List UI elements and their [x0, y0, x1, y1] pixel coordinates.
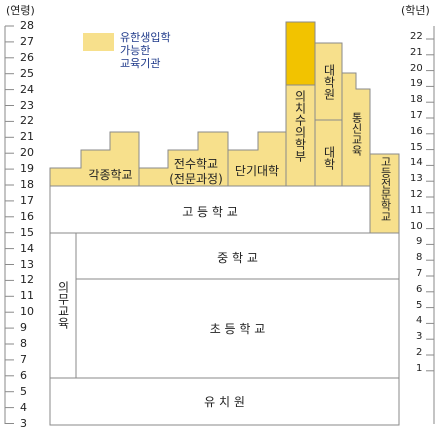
grade-label: 3 — [416, 331, 423, 343]
age-label: 9 — [20, 321, 27, 335]
compulsory-label: 의무교육 — [56, 281, 70, 329]
age-label: 26 — [20, 50, 34, 64]
age-label: 6 — [20, 368, 27, 382]
junior-college-label: 단기대학 — [234, 164, 280, 178]
grade-label: 4 — [416, 315, 423, 327]
age-label: 4 — [20, 400, 27, 414]
compulsory-box — [49, 232, 400, 379]
grade-label: 6 — [416, 283, 423, 295]
age-label: 20 — [20, 146, 34, 160]
legend-label: 유한생입학 가능한 교육기관 — [120, 31, 171, 70]
grade-label: 16 — [410, 125, 423, 137]
grade-label: 8 — [416, 252, 423, 264]
age-label: 23 — [20, 98, 34, 112]
tech-college-label: 고등전문학교 — [379, 156, 392, 222]
medical-box — [285, 84, 316, 187]
medical-grad-highlight — [285, 21, 316, 86]
age-label: 19 — [20, 162, 34, 176]
grad-school-box — [314, 42, 343, 121]
age-axis-header: (연령) — [6, 4, 35, 17]
kindergarten-box — [49, 377, 400, 426]
medical-label: 의치수의학부 — [293, 90, 307, 162]
age-label: 3 — [20, 416, 27, 430]
high-school-box — [49, 185, 371, 234]
age-label: 27 — [20, 34, 34, 48]
age-label: 25 — [20, 66, 34, 80]
grade-label: 7 — [416, 268, 423, 279]
specialized-school-label-2: (전문과정) — [169, 172, 223, 186]
legend-swatch — [83, 33, 114, 51]
grade-label: 13 — [410, 173, 423, 185]
age-label: 21 — [20, 130, 34, 144]
grade-label: 20 — [410, 62, 423, 74]
age-label: 12 — [20, 273, 34, 287]
age-label: 10 — [20, 305, 34, 319]
age-label: 8 — [20, 337, 27, 350]
specialized-school-label-1: 전수학교 — [173, 157, 219, 171]
grade-label: 17 — [410, 110, 423, 121]
grade-label: 21 — [410, 46, 423, 58]
grade-axis-header: (학년) — [401, 4, 430, 17]
age-label: 18 — [20, 178, 34, 191]
grade-label: 5 — [416, 299, 423, 311]
grade-label: 2 — [416, 347, 423, 358]
grade-label: 11 — [410, 204, 423, 216]
grade-label: 19 — [410, 78, 423, 90]
age-label: 14 — [20, 241, 34, 255]
age-label: 13 — [20, 257, 34, 271]
age-label: 24 — [20, 82, 34, 96]
age-label: 5 — [20, 384, 27, 398]
age-label: 15 — [20, 225, 34, 239]
age-label: 17 — [20, 193, 34, 207]
grade-label: 1 — [416, 362, 423, 374]
grade-label: 9 — [416, 236, 423, 248]
high-school-label: 고 등 학 교 — [182, 205, 238, 219]
kindergarten-label: 유 치 원 — [204, 395, 245, 409]
grade-label: 22 — [410, 31, 423, 42]
age-label: 22 — [20, 114, 34, 128]
university-box — [314, 119, 343, 187]
age-label: 28 — [20, 19, 34, 32]
university-label: 대학 — [322, 146, 336, 170]
misc-school-label: 각종학교 — [88, 168, 133, 182]
age-label: 16 — [20, 209, 34, 223]
grade-label: 14 — [410, 157, 423, 169]
grad-school-label: 대학원 — [322, 64, 336, 100]
age-label: 7 — [20, 352, 27, 366]
correspondence-label: 통신교육 — [350, 112, 363, 156]
grade-label: 15 — [410, 141, 423, 153]
age-label: 11 — [20, 289, 34, 303]
grade-label: 10 — [410, 220, 423, 232]
elementary-label: 초 등 학 교 — [209, 322, 266, 336]
grade-label: 18 — [410, 94, 423, 106]
middle-school-label: 중 학 교 — [217, 251, 258, 265]
grade-label: 12 — [410, 189, 423, 200]
tech-college-box — [369, 153, 400, 234]
